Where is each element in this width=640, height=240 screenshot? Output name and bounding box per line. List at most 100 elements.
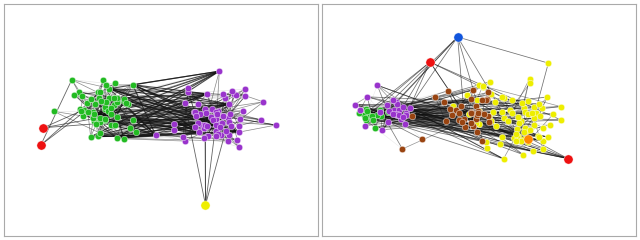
Point	[190, 125, 200, 129]
Point	[543, 61, 554, 65]
Point	[520, 110, 530, 114]
Point	[404, 106, 415, 109]
Point	[218, 114, 228, 118]
Point	[180, 101, 190, 105]
Point	[214, 126, 225, 129]
Point	[225, 112, 235, 115]
Point	[360, 116, 370, 120]
Point	[93, 134, 103, 138]
Point	[474, 109, 484, 113]
Point	[529, 105, 540, 109]
Point	[391, 100, 401, 103]
Point	[396, 117, 406, 121]
Point	[109, 103, 119, 107]
Point	[94, 96, 104, 100]
Point	[86, 97, 97, 101]
Point	[384, 109, 394, 113]
Point	[86, 135, 96, 139]
Point	[543, 135, 554, 139]
Point	[459, 117, 469, 120]
Point	[485, 80, 495, 84]
Point	[197, 123, 207, 126]
Point	[495, 143, 506, 146]
Point	[527, 111, 537, 115]
Point	[490, 101, 500, 104]
Point	[223, 116, 233, 120]
Point	[407, 114, 417, 118]
Point	[211, 135, 221, 138]
Point	[362, 109, 372, 113]
Point	[563, 157, 573, 161]
Point	[468, 124, 478, 128]
Point	[36, 143, 46, 147]
Point	[534, 135, 544, 139]
Point	[477, 84, 488, 88]
Point	[93, 90, 103, 94]
Point	[524, 112, 534, 116]
Point	[193, 131, 204, 134]
Point	[227, 124, 237, 128]
Point	[461, 94, 472, 97]
Point	[535, 114, 545, 118]
Point	[355, 108, 365, 112]
Point	[534, 102, 544, 106]
Point	[471, 104, 481, 108]
Point	[211, 111, 221, 114]
Point	[499, 116, 509, 120]
Point	[232, 138, 243, 142]
Point	[491, 124, 501, 128]
Point	[212, 112, 222, 116]
Point	[49, 109, 59, 113]
Point	[240, 94, 250, 98]
Point	[486, 119, 496, 123]
Point	[451, 108, 461, 112]
Point	[76, 108, 86, 111]
Point	[516, 119, 526, 123]
Point	[556, 118, 566, 122]
Point	[189, 110, 200, 114]
Point	[545, 123, 555, 127]
Point	[376, 114, 387, 118]
Point	[505, 108, 515, 111]
Point	[472, 113, 482, 117]
Point	[512, 127, 522, 131]
Point	[482, 146, 492, 150]
Point	[100, 105, 110, 108]
Point	[77, 94, 88, 98]
Point	[394, 113, 404, 117]
Point	[215, 123, 225, 126]
Point	[209, 118, 219, 122]
Point	[464, 112, 474, 116]
Point	[89, 112, 99, 116]
Point	[508, 111, 518, 115]
Point	[481, 98, 492, 102]
Point	[200, 123, 210, 127]
Point	[481, 140, 491, 144]
Point	[90, 102, 100, 106]
Point	[477, 98, 487, 102]
Point	[372, 113, 383, 117]
Point	[417, 137, 428, 141]
Point	[67, 78, 77, 82]
Point	[474, 122, 484, 126]
Point	[271, 123, 281, 127]
Point	[454, 118, 465, 122]
Point	[169, 122, 179, 126]
Point	[212, 109, 223, 113]
Point	[470, 118, 481, 121]
Point	[211, 117, 221, 121]
Point	[214, 69, 225, 73]
Point	[69, 93, 79, 97]
Point	[394, 108, 404, 112]
Point	[538, 139, 548, 143]
Point	[106, 123, 116, 127]
Point	[520, 129, 531, 133]
Point	[131, 130, 141, 134]
Point	[499, 96, 509, 100]
Point	[200, 111, 211, 115]
Point	[475, 111, 485, 114]
Point	[100, 100, 111, 104]
Point	[538, 126, 548, 130]
Point	[112, 100, 122, 104]
Point	[486, 92, 496, 96]
